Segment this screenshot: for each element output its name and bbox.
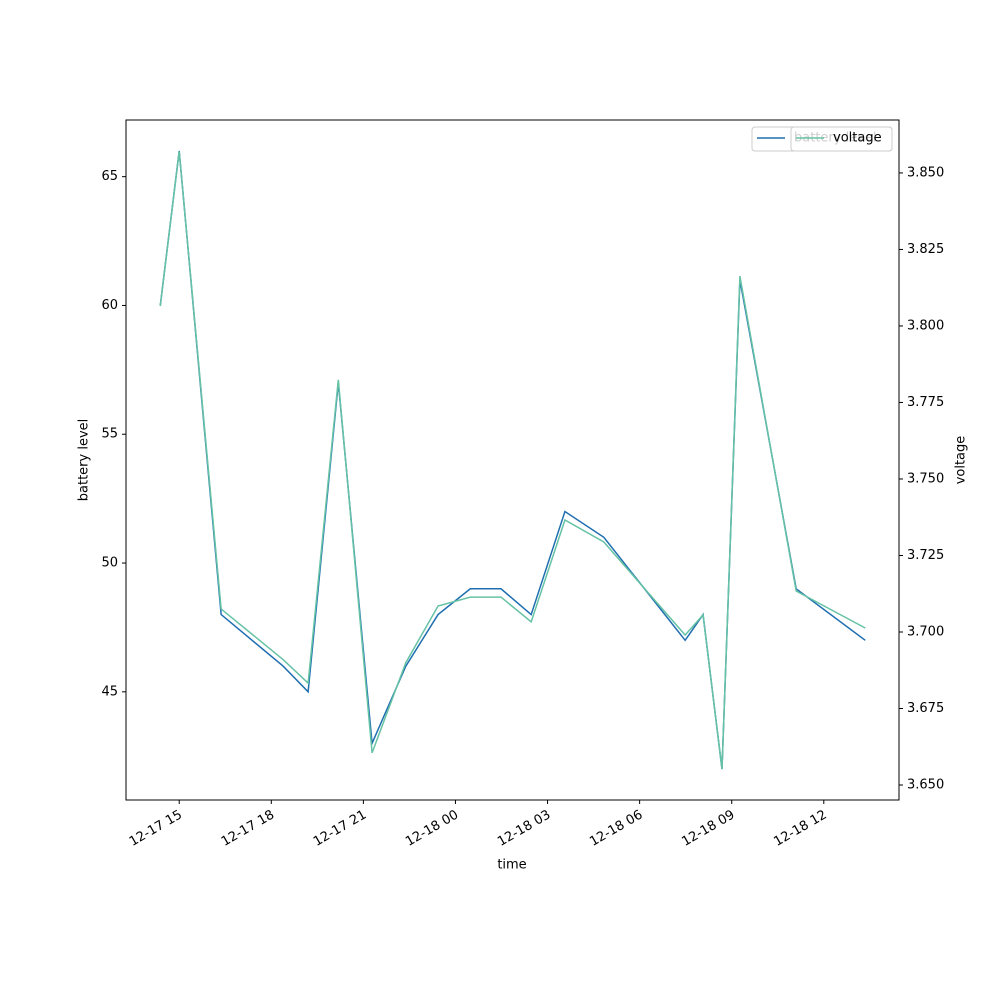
- data-line: [159, 150, 866, 770]
- legend-box: [790, 126, 893, 152]
- y2-axis-label: voltage: [954, 436, 969, 485]
- x-tick-label: 12-17 15: [127, 808, 185, 850]
- y-tick-label: 50: [101, 556, 118, 571]
- y2-tick-label: 3.650: [907, 778, 944, 793]
- x-axis-label: time: [497, 858, 526, 873]
- y2-tick-label: 3.850: [907, 165, 944, 180]
- y2-tick-label: 3.800: [907, 318, 944, 333]
- y-tick-label: 45: [101, 684, 118, 699]
- x-tick-label: 12-17 21: [311, 808, 369, 850]
- x-tick-label: 12-18 00: [403, 808, 461, 850]
- y-tick-label: 65: [101, 169, 118, 184]
- legend-label: voltage: [833, 131, 882, 146]
- y-axis-label: battery level: [77, 419, 92, 502]
- y2-tick-label: 3.750: [907, 471, 944, 486]
- y2-tick-label: 3.725: [907, 548, 944, 563]
- data-line: [159, 151, 866, 770]
- x-tick-label: 12-18 06: [587, 808, 645, 850]
- plot-frame: [125, 119, 900, 801]
- x-tick-label: 12-18 09: [679, 808, 737, 850]
- y2-tick-label: 3.675: [907, 701, 944, 716]
- y2-tick-label: 3.775: [907, 395, 944, 410]
- y2-tick-label: 3.700: [907, 624, 944, 639]
- x-tick-label: 12-18 03: [495, 808, 553, 850]
- y2-tick-label: 3.825: [907, 242, 944, 257]
- y-tick-label: 55: [101, 427, 118, 442]
- y-tick-label: 60: [101, 298, 118, 313]
- x-tick-label: 12-18 12: [771, 808, 829, 850]
- x-tick-label: 12-17 18: [219, 808, 277, 850]
